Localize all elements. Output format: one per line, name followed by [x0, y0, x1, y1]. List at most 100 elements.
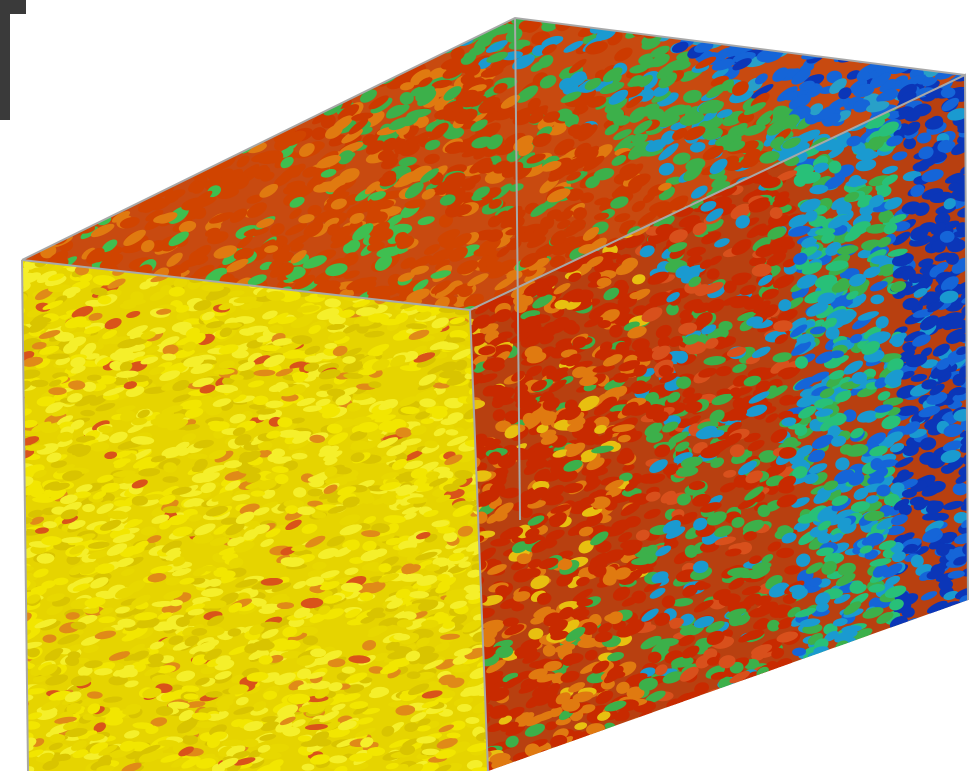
particle	[246, 194, 263, 204]
particle	[70, 169, 87, 181]
particle	[844, 26, 862, 41]
particle	[691, 116, 708, 131]
particle	[802, 701, 826, 713]
particle	[188, 128, 203, 142]
particle	[819, 30, 840, 45]
particle	[727, 703, 746, 717]
particle	[178, 154, 192, 165]
particle	[847, 720, 860, 731]
particle	[162, 116, 184, 132]
particle	[746, 26, 765, 41]
particle	[143, 116, 166, 128]
particle	[184, 136, 206, 153]
particle	[72, 151, 97, 161]
particle	[210, 24, 229, 41]
particle	[953, 614, 968, 626]
particle	[806, 760, 823, 771]
particle	[791, 716, 811, 730]
particle	[847, 721, 867, 733]
particle	[64, 18, 86, 35]
particle	[893, 18, 909, 20]
particle	[151, 152, 177, 165]
particle	[26, 40, 42, 52]
particle	[91, 140, 113, 154]
particle	[312, 26, 334, 38]
particle	[297, 47, 312, 61]
particle	[22, 126, 40, 141]
particle	[541, 21, 557, 32]
particle	[141, 82, 161, 96]
particle	[101, 43, 123, 58]
particle	[115, 18, 137, 22]
particle	[191, 32, 206, 45]
particle	[403, 24, 425, 33]
particle	[465, 19, 480, 32]
particle	[777, 720, 798, 734]
particle	[22, 185, 34, 202]
particle	[788, 727, 811, 741]
particle	[37, 122, 58, 138]
particle	[780, 694, 796, 704]
particle	[148, 18, 166, 31]
particle	[804, 18, 821, 21]
particle	[108, 139, 130, 157]
particle	[838, 18, 857, 23]
particle	[136, 18, 157, 20]
particle	[777, 681, 795, 694]
particle	[129, 125, 145, 137]
particle	[394, 53, 414, 65]
particle	[25, 231, 46, 249]
particle	[585, 745, 604, 757]
particle	[22, 212, 45, 225]
particle	[876, 741, 892, 754]
particle	[811, 38, 830, 51]
particle	[854, 642, 874, 658]
particle	[371, 18, 388, 20]
particle	[136, 160, 153, 171]
particle	[60, 156, 84, 167]
particle	[351, 18, 366, 27]
particle	[805, 756, 825, 770]
particle	[141, 164, 160, 178]
particle	[31, 175, 51, 191]
particle	[930, 649, 951, 664]
particle	[800, 695, 818, 709]
particle	[880, 758, 902, 769]
particle	[742, 761, 760, 771]
particle	[69, 137, 86, 150]
particle	[253, 37, 269, 49]
particle	[904, 18, 925, 28]
particle	[148, 141, 164, 151]
particle	[84, 88, 101, 99]
particle	[933, 629, 949, 642]
particle	[290, 95, 305, 104]
particle	[90, 110, 108, 124]
particle	[319, 18, 334, 24]
particle	[267, 29, 288, 45]
particle	[59, 72, 75, 85]
particle	[617, 18, 633, 22]
particle	[873, 711, 897, 721]
particle	[931, 614, 947, 626]
particle	[272, 91, 289, 106]
particle	[747, 18, 772, 29]
particle	[706, 694, 729, 708]
particle	[935, 703, 954, 714]
particle	[707, 696, 729, 706]
particle	[232, 30, 250, 40]
particle	[79, 4, 98, 16]
particle	[249, 89, 270, 100]
particle	[950, 709, 966, 722]
particle	[740, 18, 758, 20]
particle	[295, 49, 318, 63]
particle	[940, 644, 960, 657]
particle	[466, 19, 486, 32]
particle	[938, 729, 958, 746]
particle	[803, 707, 823, 721]
particle	[830, 697, 846, 708]
particle	[882, 727, 902, 741]
particle	[282, 41, 303, 55]
particle	[167, 121, 184, 136]
particle	[806, 702, 820, 716]
